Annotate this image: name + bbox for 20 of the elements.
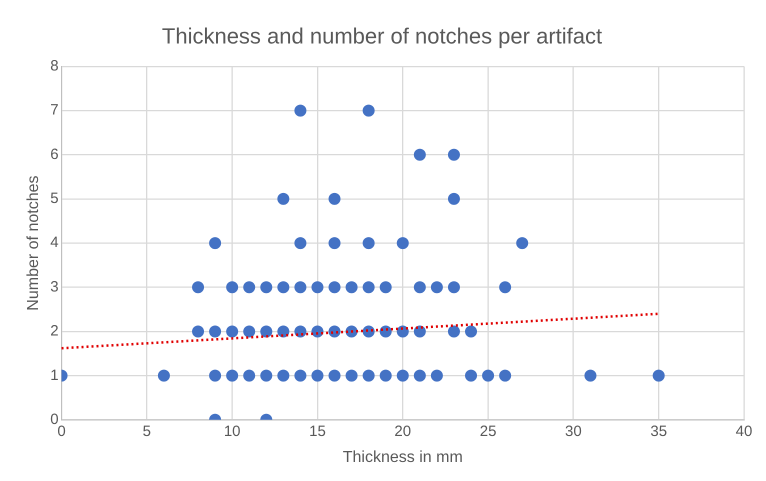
- y-tick-label: 1: [50, 366, 59, 384]
- y-tick-label: 3: [50, 278, 59, 296]
- y-tick-label: 0: [50, 410, 59, 428]
- y-axis-title: Number of notches: [25, 176, 42, 311]
- x-tick-label: 30: [565, 422, 582, 440]
- y-tick-label: 6: [50, 146, 59, 163]
- y-tick-label: 5: [50, 190, 59, 208]
- x-axis-title: Thickness in mm: [342, 448, 463, 466]
- x-tick-label: 5: [142, 422, 152, 440]
- x-tick-label: 35: [650, 422, 668, 440]
- y-tick-label: 7: [50, 102, 59, 119]
- x-tick-label: 25: [480, 422, 496, 440]
- y-tick-label: 4: [50, 234, 59, 252]
- chart-title: Thickness and number of notches per artifact: [162, 23, 602, 48]
- y-tick-label: 8: [50, 58, 59, 75]
- x-tick-label: 20: [394, 422, 412, 440]
- y-tick-label: 2: [50, 322, 59, 340]
- x-tick-label: 10: [224, 422, 240, 440]
- x-tick-label: 40: [736, 422, 752, 440]
- x-tick-label: 15: [309, 422, 326, 440]
